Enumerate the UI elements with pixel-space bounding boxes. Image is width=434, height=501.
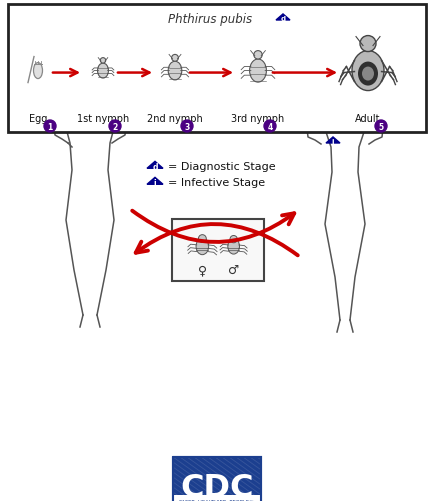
Text: 5: 5: [378, 122, 383, 131]
Circle shape: [100, 59, 105, 64]
Ellipse shape: [249, 60, 266, 83]
Circle shape: [263, 121, 275, 133]
Text: d: d: [280, 16, 285, 22]
Polygon shape: [72, 8, 108, 26]
Polygon shape: [275, 15, 289, 21]
Polygon shape: [325, 138, 339, 144]
Text: CDC: CDC: [180, 472, 253, 501]
Text: ♀: ♀: [197, 264, 207, 277]
Polygon shape: [147, 162, 163, 169]
Text: Phthirus pubis: Phthirus pubis: [168, 13, 251, 26]
Circle shape: [198, 235, 206, 243]
Text: ♂: ♂: [227, 264, 239, 277]
Text: 1: 1: [47, 122, 53, 131]
Circle shape: [253, 52, 262, 60]
Circle shape: [44, 121, 56, 133]
Text: Adult: Adult: [355, 114, 380, 124]
FancyBboxPatch shape: [173, 457, 260, 501]
Text: i: i: [331, 139, 333, 145]
Text: d: d: [152, 162, 158, 171]
Circle shape: [171, 55, 178, 62]
Text: 1st nymph: 1st nymph: [77, 114, 129, 124]
Ellipse shape: [361, 68, 373, 81]
Circle shape: [109, 121, 121, 133]
Ellipse shape: [196, 238, 208, 255]
Text: Egg: Egg: [29, 114, 47, 124]
Polygon shape: [147, 178, 163, 185]
Text: 3rd nymph: 3rd nymph: [231, 114, 284, 124]
Text: SAFER•HEALTHIER•PEOPLE™: SAFER•HEALTHIER•PEOPLE™: [178, 499, 254, 501]
Circle shape: [181, 121, 193, 133]
FancyBboxPatch shape: [171, 219, 263, 282]
Circle shape: [230, 236, 237, 243]
Text: i: i: [153, 178, 156, 187]
Ellipse shape: [351, 52, 383, 91]
Ellipse shape: [168, 62, 181, 81]
Circle shape: [374, 121, 386, 133]
Polygon shape: [327, 8, 361, 25]
Text: = Infective Stage: = Infective Stage: [168, 178, 264, 188]
Text: 2nd nymph: 2nd nymph: [147, 114, 202, 124]
Ellipse shape: [97, 64, 108, 79]
Text: 4: 4: [267, 122, 272, 131]
Circle shape: [359, 37, 375, 53]
Text: 2: 2: [112, 122, 117, 131]
Text: 3: 3: [184, 122, 189, 131]
FancyBboxPatch shape: [8, 5, 425, 133]
Text: = Diagnostic Stage: = Diagnostic Stage: [168, 162, 275, 172]
Ellipse shape: [33, 64, 43, 79]
FancyBboxPatch shape: [173, 495, 260, 501]
Ellipse shape: [227, 239, 239, 255]
Ellipse shape: [357, 63, 377, 86]
